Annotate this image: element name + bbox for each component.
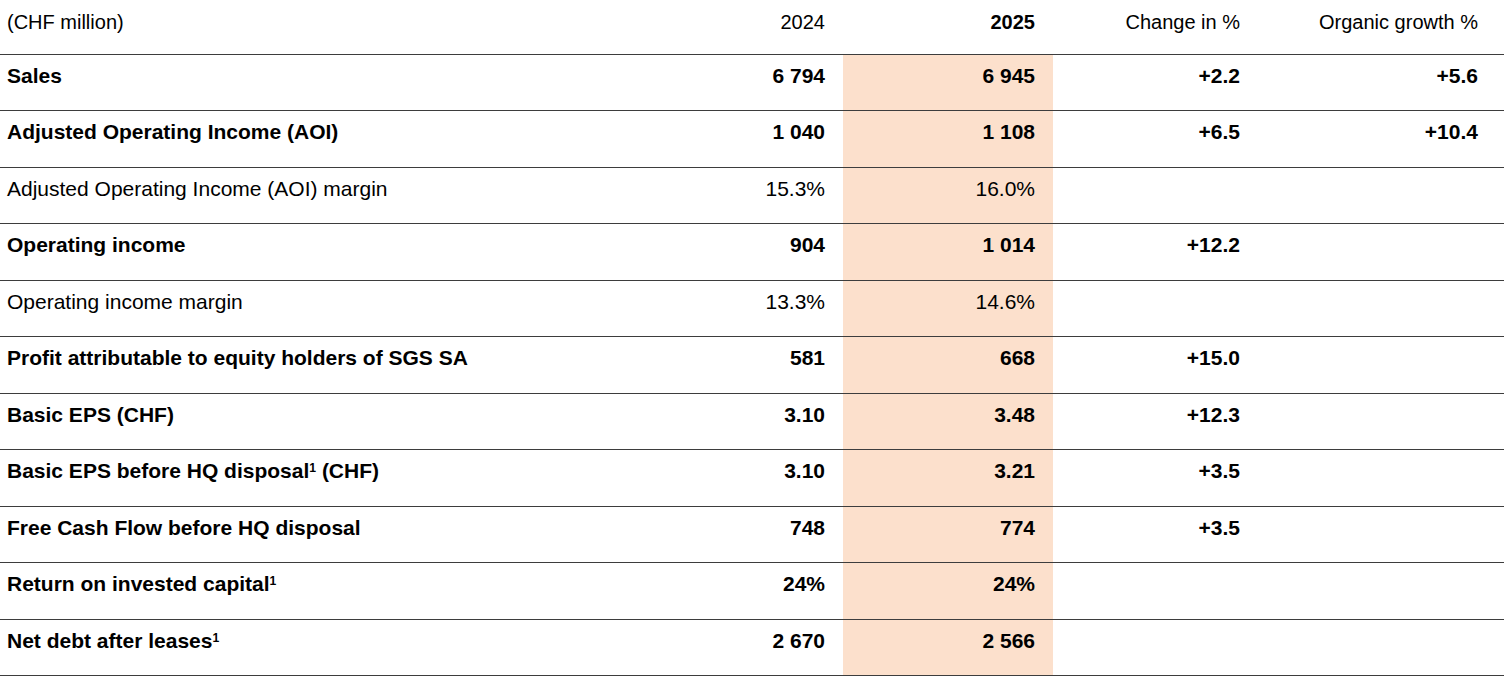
value-2025: 16.0% (843, 167, 1053, 224)
row-label: Adjusted Operating Income (AOI) (0, 111, 700, 168)
row-label: Free Cash Flow before HQ disposal (0, 506, 700, 563)
value-change: +6.5 (1053, 111, 1242, 168)
value-2024: 581 (700, 337, 843, 394)
value-2025: 3.21 (843, 450, 1053, 507)
value-change (1053, 167, 1242, 224)
value-organic: +5.6 (1242, 54, 1504, 111)
table-row-basic-eps: Basic EPS (CHF) 3.10 3.48 +12.3 (0, 393, 1504, 450)
value-change: +3.5 (1053, 450, 1242, 507)
value-organic (1242, 167, 1504, 224)
value-organic (1242, 337, 1504, 394)
value-change (1053, 280, 1242, 337)
value-2024: 15.3% (700, 167, 843, 224)
table-row-operating-income-margin: Operating income margin 13.3% 14.6% (0, 280, 1504, 337)
table-row-profit-attributable: Profit attributable to equity holders of… (0, 337, 1504, 394)
value-organic (1242, 506, 1504, 563)
value-2025: 6 945 (843, 54, 1053, 111)
value-2024: 6 794 (700, 54, 843, 111)
value-organic (1242, 619, 1504, 676)
value-2024: 24% (700, 563, 843, 620)
value-2024: 2 670 (700, 619, 843, 676)
value-organic (1242, 224, 1504, 281)
row-label: Net debt after leases1 (0, 619, 700, 676)
row-label-suffix: (CHF) (316, 459, 379, 482)
value-2025: 24% (843, 563, 1053, 620)
footnote-marker: 1 (270, 574, 277, 588)
financial-results-table: (CHF million) 2024 2025 Change in % Orga… (0, 0, 1504, 676)
row-label: Basic EPS (CHF) (0, 393, 700, 450)
footnote-marker: 1 (212, 631, 219, 645)
row-label: Basic EPS before HQ disposal1 (CHF) (0, 450, 700, 507)
row-label: Return on invested capital1 (0, 563, 700, 620)
value-2024: 13.3% (700, 280, 843, 337)
table-row-return-on-invested-capital: Return on invested capital1 24% 24% (0, 563, 1504, 620)
value-2025: 2 566 (843, 619, 1053, 676)
table-row-adjusted-operating-income: Adjusted Operating Income (AOI) 1 040 1 … (0, 111, 1504, 168)
table-row-sales: Sales 6 794 6 945 +2.2 +5.6 (0, 54, 1504, 111)
table-row-operating-income: Operating income 904 1 014 +12.2 (0, 224, 1504, 281)
column-header-2024: 2024 (700, 0, 843, 54)
value-organic (1242, 393, 1504, 450)
value-change: +12.3 (1053, 393, 1242, 450)
value-2024: 1 040 (700, 111, 843, 168)
row-label: Adjusted Operating Income (AOI) margin (0, 167, 700, 224)
table-row-net-debt-after-leases: Net debt after leases1 2 670 2 566 (0, 619, 1504, 676)
header-row: (CHF million) 2024 2025 Change in % Orga… (0, 0, 1504, 54)
value-change: +12.2 (1053, 224, 1242, 281)
column-header-change-percent: Change in % (1053, 0, 1242, 54)
unit-label: (CHF million) (0, 0, 700, 54)
value-organic (1242, 450, 1504, 507)
row-label: Sales (0, 54, 700, 111)
value-2025: 3.48 (843, 393, 1053, 450)
footnote-marker: 1 (309, 461, 316, 475)
value-change: +3.5 (1053, 506, 1242, 563)
value-2025: 14.6% (843, 280, 1053, 337)
value-2024: 3.10 (700, 450, 843, 507)
column-header-organic-growth-percent: Organic growth % (1242, 0, 1504, 54)
value-2025: 1 108 (843, 111, 1053, 168)
value-2024: 3.10 (700, 393, 843, 450)
value-change (1053, 619, 1242, 676)
value-2025: 1 014 (843, 224, 1053, 281)
table-row-aoi-margin: Adjusted Operating Income (AOI) margin 1… (0, 167, 1504, 224)
value-change (1053, 563, 1242, 620)
value-2024: 904 (700, 224, 843, 281)
value-organic (1242, 280, 1504, 337)
value-change: +2.2 (1053, 54, 1242, 111)
value-2025: 668 (843, 337, 1053, 394)
row-label: Operating income (0, 224, 700, 281)
row-label: Operating income margin (0, 280, 700, 337)
value-organic (1242, 563, 1504, 620)
value-2024: 748 (700, 506, 843, 563)
value-change: +15.0 (1053, 337, 1242, 394)
row-label: Profit attributable to equity holders of… (0, 337, 700, 394)
table-row-free-cash-flow: Free Cash Flow before HQ disposal 748 77… (0, 506, 1504, 563)
value-organic: +10.4 (1242, 111, 1504, 168)
value-2025: 774 (843, 506, 1053, 563)
column-header-2025: 2025 (843, 0, 1053, 54)
table-row-basic-eps-before-hq-disposal: Basic EPS before HQ disposal1 (CHF) 3.10… (0, 450, 1504, 507)
